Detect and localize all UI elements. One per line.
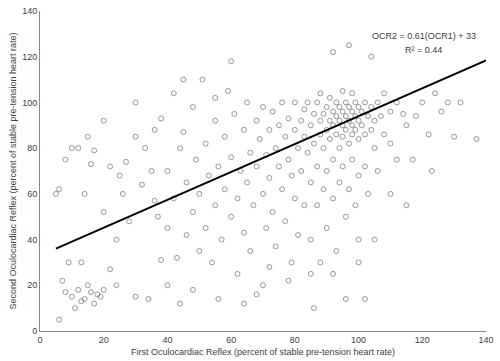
svg-text:100: 100 xyxy=(351,335,366,345)
svg-text:120: 120 xyxy=(22,52,37,62)
svg-text:20: 20 xyxy=(27,280,37,290)
svg-text:120: 120 xyxy=(415,335,430,345)
svg-text:140: 140 xyxy=(22,6,37,16)
svg-text:20: 20 xyxy=(99,335,109,345)
svg-text:80: 80 xyxy=(290,335,300,345)
svg-text:OCR2 = 0.61(OCR1) + 33: OCR2 = 0.61(OCR1) + 33 xyxy=(372,31,476,41)
svg-text:80: 80 xyxy=(27,143,37,153)
svg-text:R² = 0.44: R² = 0.44 xyxy=(405,45,442,55)
svg-text:0: 0 xyxy=(32,326,37,336)
svg-text:60: 60 xyxy=(226,335,236,345)
svg-text:100: 100 xyxy=(22,98,37,108)
svg-text:First Oculocardiac Reflex (per: First Oculocardiac Reflex (percent of st… xyxy=(131,347,395,357)
svg-text:60: 60 xyxy=(27,189,37,199)
svg-text:0: 0 xyxy=(37,335,42,345)
svg-text:140: 140 xyxy=(478,335,493,345)
svg-text:Second Oculocardiac Reflex (pe: Second Oculocardiac Reflex (percent of s… xyxy=(8,32,18,309)
svg-text:40: 40 xyxy=(162,335,172,345)
svg-text:40: 40 xyxy=(27,235,37,245)
